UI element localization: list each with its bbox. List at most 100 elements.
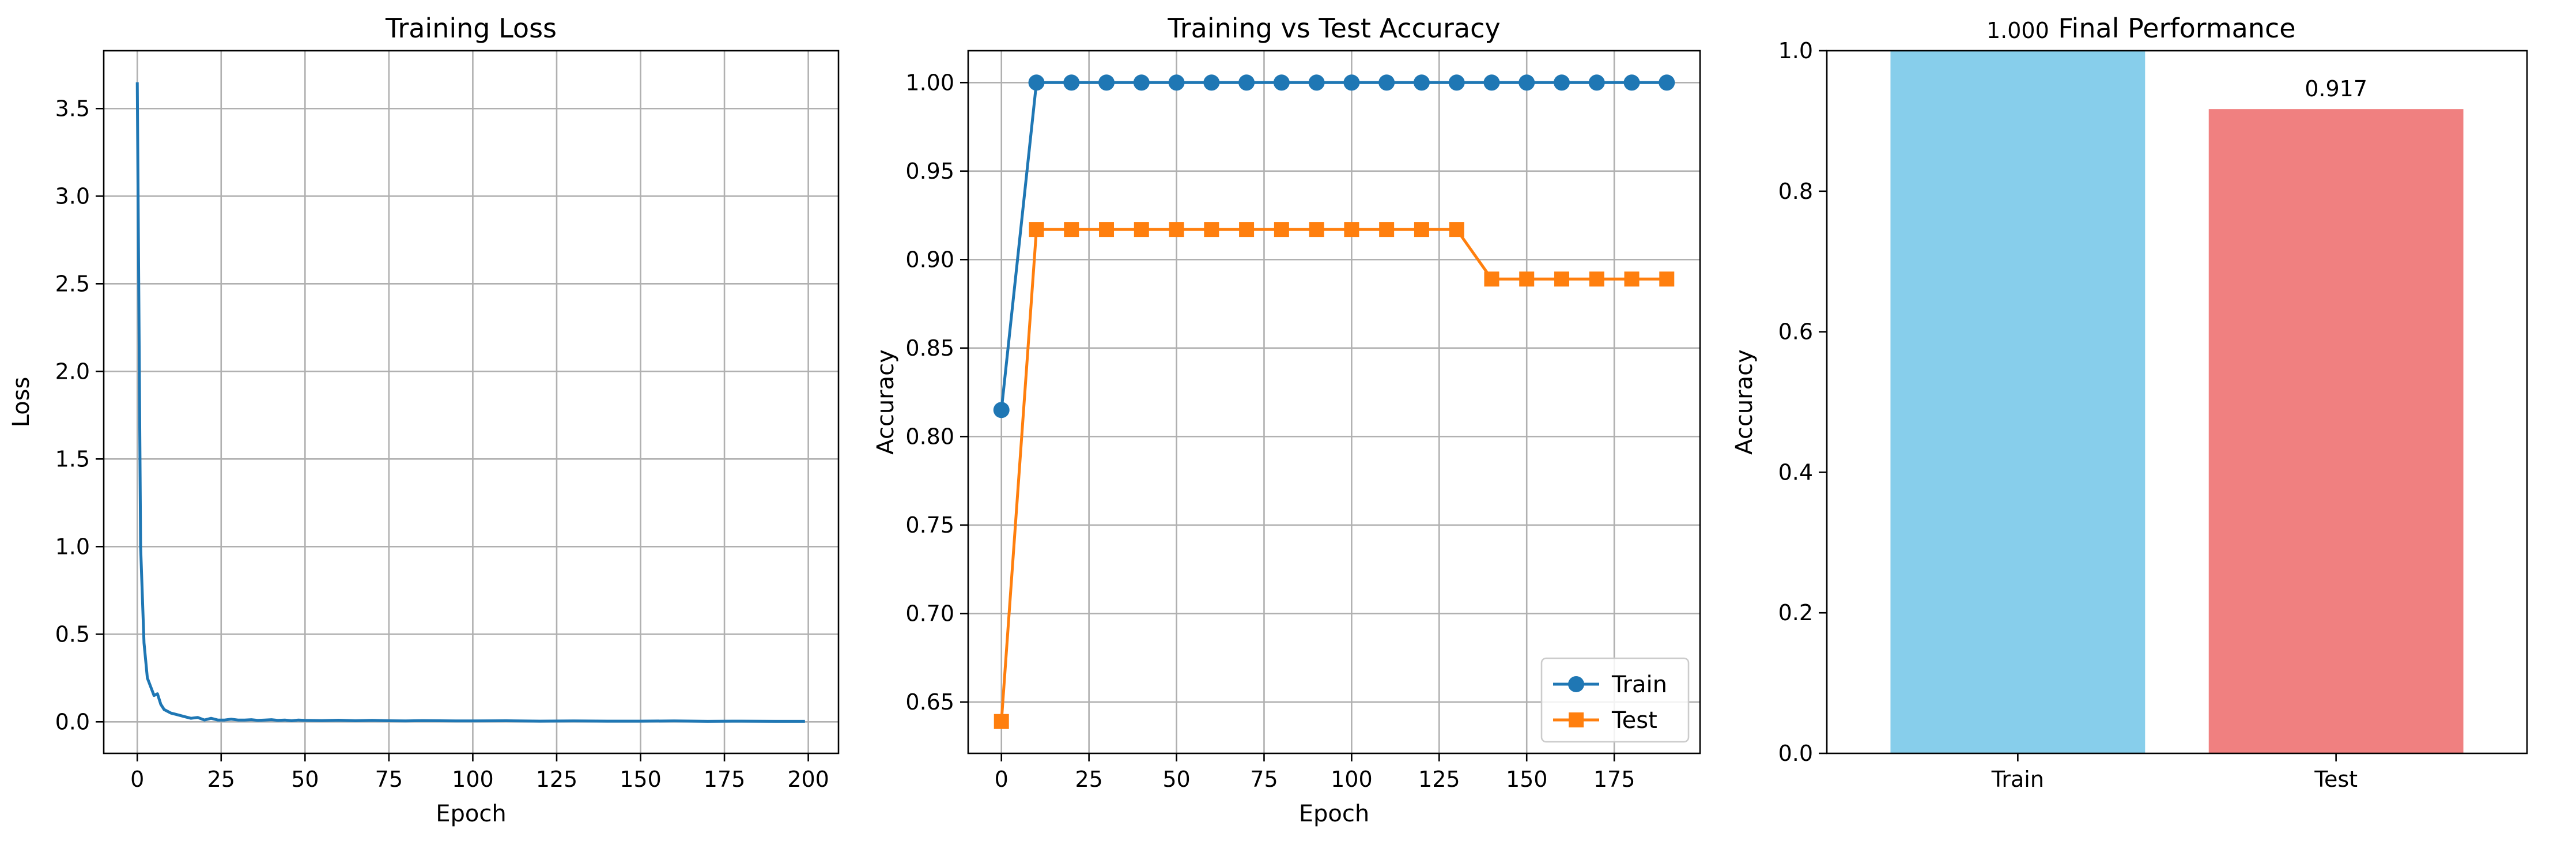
train-data-point [1238,74,1255,91]
y-tick-label: 0.90 [905,247,954,272]
y-tick-label: 1.5 [55,446,90,471]
y-tick-label: 0.85 [905,335,954,361]
loss-grid [104,51,838,753]
accuracy-chart-title: Training vs Test Accuracy [1167,13,1500,44]
test-data-point [1064,222,1079,237]
train-bar [1890,51,2146,753]
train-data-point [1343,74,1360,91]
y-tick-label: 0.95 [905,159,954,184]
y-tick-label: 0.0 [55,709,90,734]
test-data-point [1624,271,1640,287]
accuracy-series [993,74,1675,729]
loss-panel: 0 25 50 75 100 125 150 175 200 0.0 0.5 1.0 1.5 2.0 2.5… [8,13,840,827]
x-tick-label: 125 [536,767,578,792]
test-data-point [1099,222,1115,237]
x-tick-label: 100 [452,767,494,792]
train-data-point [1133,74,1150,91]
test-bar-value-label: 0.917 [2305,76,2367,101]
test-data-point [1659,271,1675,287]
accuracy-panel: 0 25 50 75 100 125 150 175 0.65 0.70 0.75 0.80 0.85 0… [872,13,1701,827]
accuracy-plot-frame [967,50,1701,755]
train-data-point [1203,74,1220,91]
loss-chart-title: Training Loss [385,13,557,44]
x-tick-label-train: Train [1991,767,2044,792]
test-data-point [1519,271,1535,287]
y-tick-label: 0.65 [905,689,954,715]
test-data-point [1309,222,1324,237]
x-tick-label: 150 [1506,767,1548,792]
y-tick-label: 0.6 [1778,319,1813,345]
test-data-point [1484,271,1499,287]
y-tick-label: 0.5 [55,621,90,647]
x-tick-label: 150 [620,767,662,792]
y-tick-label: 2.0 [55,359,90,384]
train-data-point [1168,74,1185,91]
x-tick-label: 175 [1593,767,1636,792]
train-data-point [1098,74,1115,91]
test-data-point [1344,222,1359,237]
y-tick-label: 1.0 [55,534,90,559]
performance-bars: 1.000 0.917 [1890,18,2464,753]
test-data-point [994,714,1009,729]
train-data-point [993,402,1010,418]
y-tick-label: 2.5 [55,271,90,296]
y-tick-label: 3.5 [55,96,90,121]
x-tick-label: 100 [1331,767,1373,792]
test-bar [2208,109,2464,753]
train-data-point [1448,74,1465,91]
train-data-point [1308,74,1325,91]
test-data-point [1134,222,1149,237]
x-tick-label: 0 [130,767,144,792]
accuracy-ticks: 0 25 50 75 100 125 150 175 0.65 0.70 0.75 0.80 0.85 0… [905,70,1635,792]
train-data-point [1028,74,1045,91]
x-tick-label: 50 [1162,767,1190,792]
loss-x-axis-label: Epoch [436,801,506,827]
y-tick-label: 0.8 [1778,179,1813,204]
x-tick-label: 25 [207,767,235,792]
legend-test-label: Test [1611,707,1657,734]
x-tick-label: 200 [787,767,829,792]
legend-train-label: Train [1611,672,1667,698]
train-data-point [1623,74,1640,91]
train-data-point [1063,74,1080,91]
y-tick-label: 0.0 [1778,741,1813,766]
legend-train-marker [1568,676,1584,692]
performance-panel: 1.000 0.917 0.0 0.2 0.4 0.6 0.8 1.0 Train Test F… [1731,13,2528,792]
y-tick-label: 0.80 [905,424,954,449]
train-data-point [1659,74,1675,91]
x-tick-label: 75 [375,767,403,792]
test-data-point [1589,271,1604,287]
test-data-point [1449,222,1464,237]
performance-y-axis-label: Accuracy [1731,349,1758,455]
x-tick-label: 0 [995,767,1009,792]
loss-plot-frame [103,50,840,755]
train-data-point [1273,74,1290,91]
test-data-point [1239,222,1255,237]
train-bar-value-label: 1.000 [1986,18,2049,43]
performance-plot-frame [1826,50,2528,755]
train-data-point [1588,74,1605,91]
test-data-point [1379,222,1395,237]
accuracy-y-axis-label: Accuracy [872,349,899,455]
x-tick-label: 50 [291,767,319,792]
test-data-point [1554,271,1569,287]
x-tick-label: 125 [1418,767,1460,792]
test-data-point [1274,222,1289,237]
y-tick-label: 0.2 [1778,600,1813,625]
train-data-point [1553,74,1570,91]
loss-series-line [135,82,805,723]
x-tick-label: 175 [704,767,746,792]
y-tick-label: 0.4 [1778,459,1813,485]
loss-y-axis-label: Loss [8,377,35,428]
train-data-point [1519,74,1535,91]
x-tick-label: 75 [1250,767,1278,792]
accuracy-legend: Train Test [1540,657,1690,743]
legend-test-marker [1569,712,1584,727]
y-tick-label: 1.00 [905,70,954,95]
y-tick-label: 1.0 [1778,38,1813,63]
y-tick-label: 3.0 [55,183,90,209]
x-tick-label: 25 [1075,767,1102,792]
y-tick-label: 0.75 [905,512,954,538]
